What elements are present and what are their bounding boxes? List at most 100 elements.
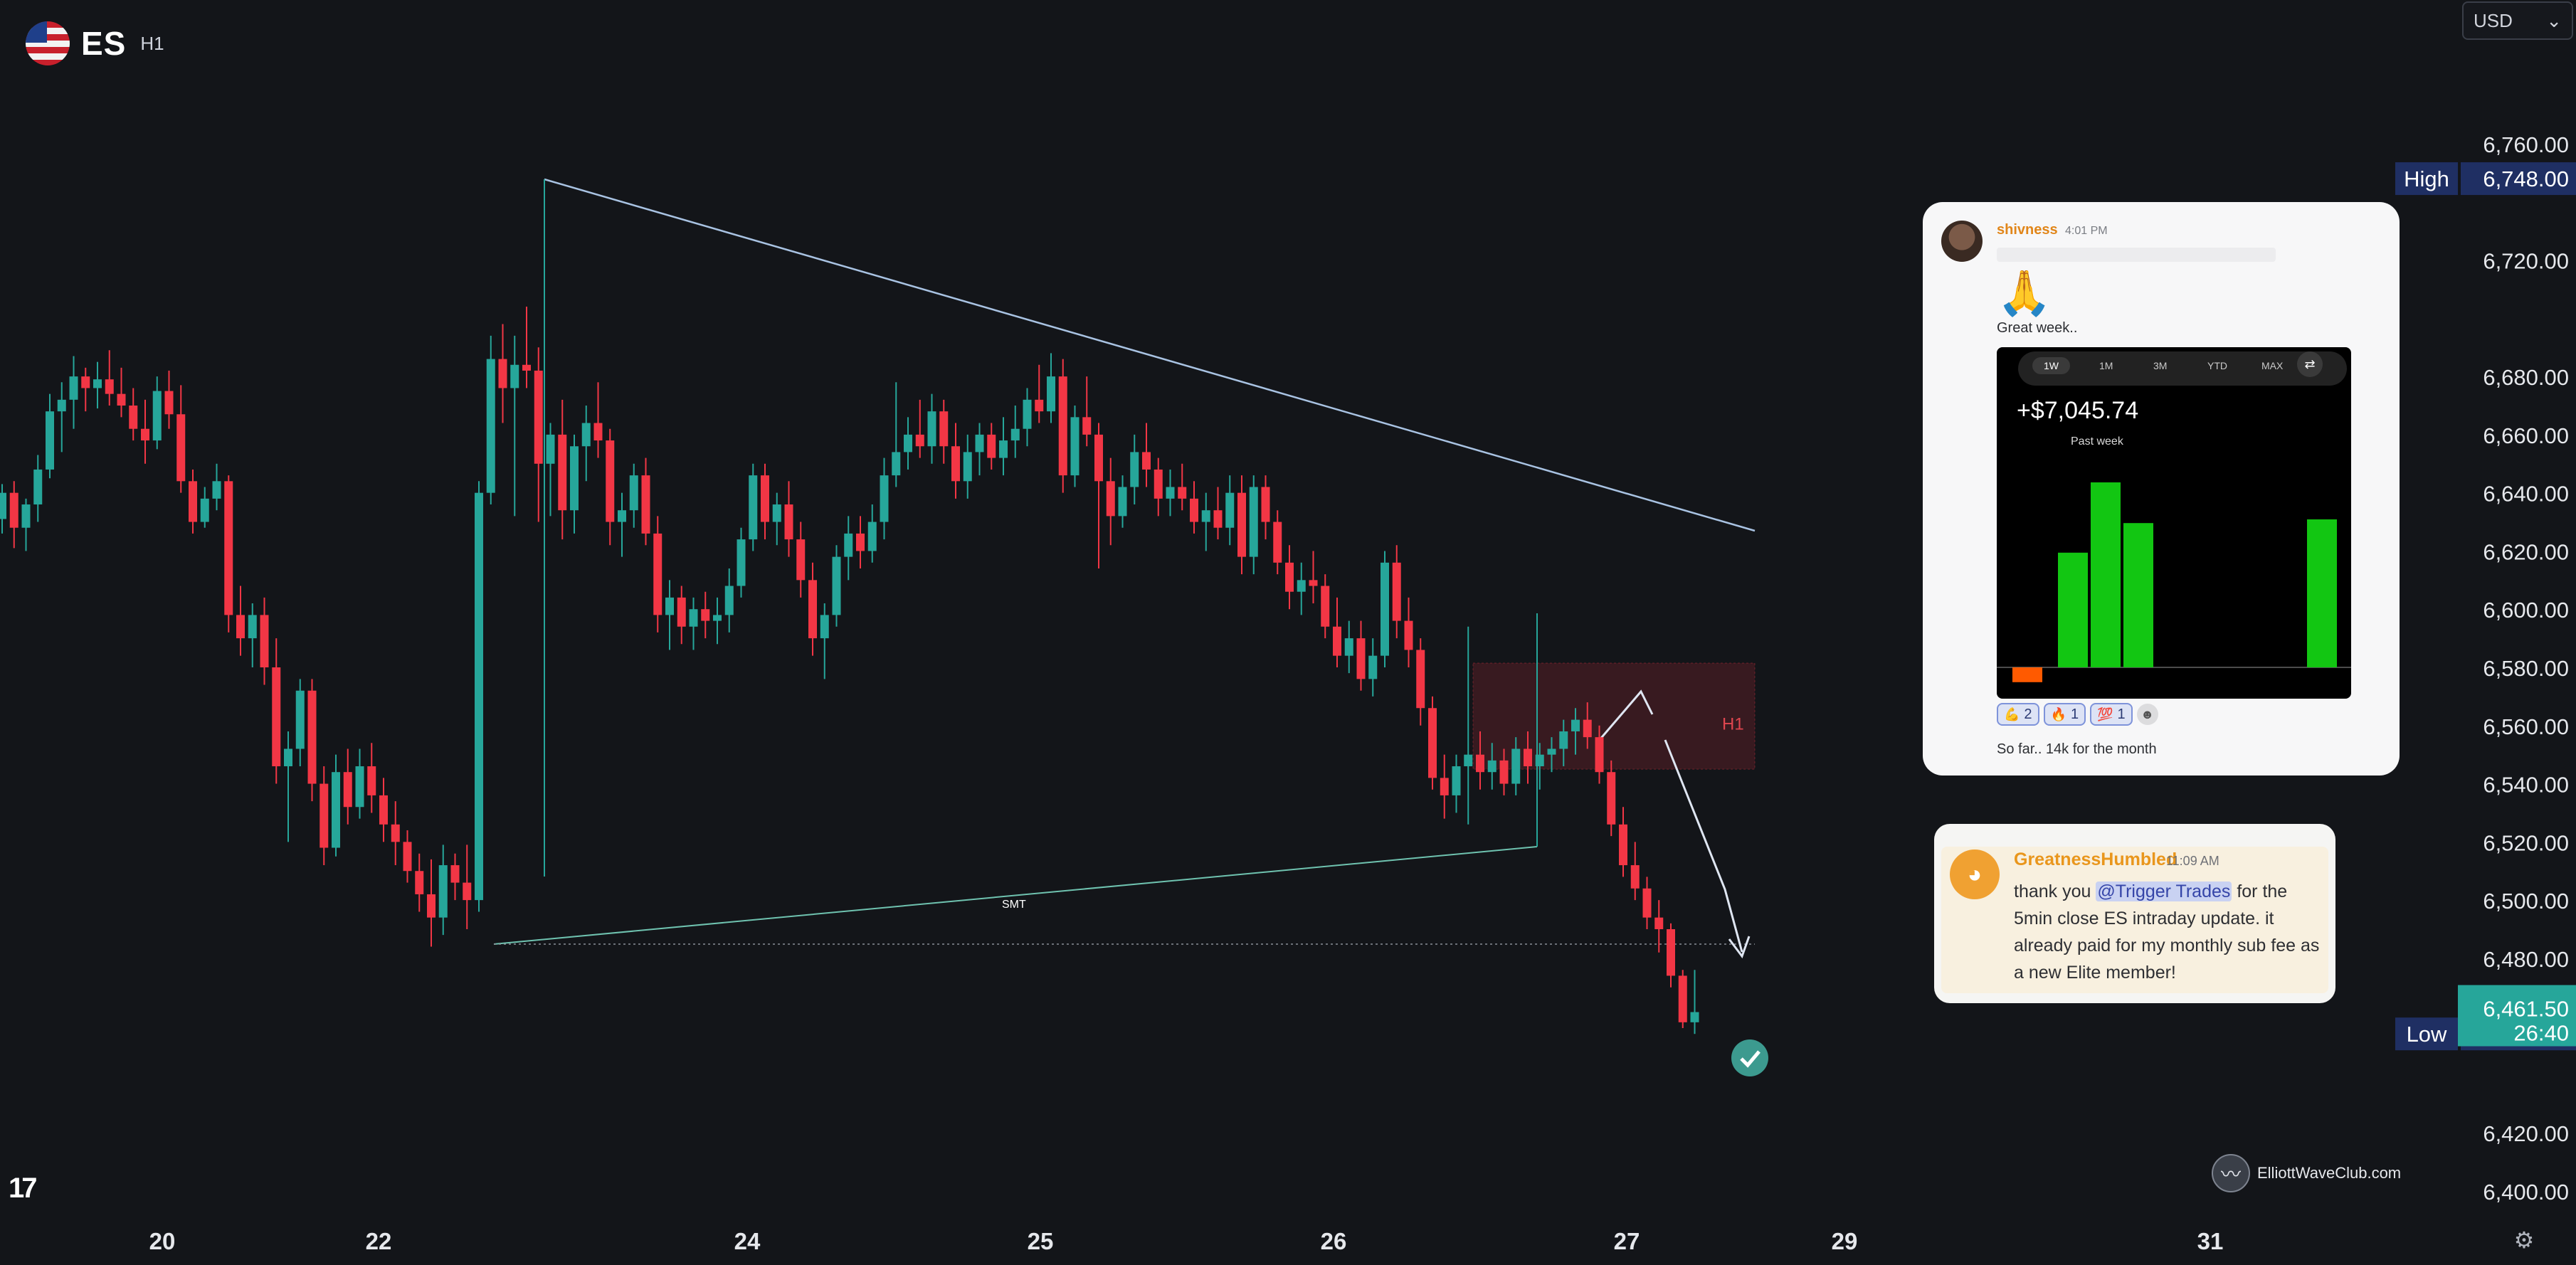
- candle[interactable]: [415, 853, 424, 912]
- reaction-muscle[interactable]: 💪 2: [1997, 703, 2039, 726]
- currency-selector[interactable]: USD ⌄: [2462, 1, 2573, 40]
- reaction-fire[interactable]: 🔥 1: [2043, 703, 2086, 726]
- candle[interactable]: [772, 492, 781, 546]
- candle[interactable]: [427, 859, 436, 947]
- candle[interactable]: [272, 638, 281, 784]
- candle[interactable]: [558, 399, 567, 540]
- candle[interactable]: [1082, 376, 1092, 447]
- candle[interactable]: [1035, 364, 1044, 423]
- candle[interactable]: [1476, 731, 1484, 790]
- candle[interactable]: [677, 586, 686, 645]
- candle[interactable]: [1642, 877, 1652, 929]
- candle[interactable]: [784, 481, 793, 557]
- candle[interactable]: [1201, 492, 1210, 551]
- candle[interactable]: [486, 335, 495, 505]
- candle[interactable]: [844, 516, 853, 581]
- candle[interactable]: [999, 417, 1008, 476]
- candle[interactable]: [1142, 423, 1151, 487]
- candle[interactable]: [367, 743, 376, 813]
- projection-path[interactable]: [1597, 689, 1654, 742]
- candle[interactable]: [593, 382, 603, 458]
- candle[interactable]: [69, 356, 78, 429]
- candle[interactable]: [236, 586, 245, 656]
- candle[interactable]: [307, 679, 317, 802]
- candle[interactable]: [951, 423, 960, 499]
- candle[interactable]: [641, 457, 650, 546]
- tradingview-logo-icon[interactable]: 17: [9, 1173, 37, 1204]
- candle[interactable]: [1058, 359, 1067, 493]
- candle[interactable]: [796, 522, 806, 598]
- candle[interactable]: [963, 434, 972, 499]
- candle[interactable]: [200, 487, 209, 528]
- candle[interactable]: [1285, 545, 1294, 610]
- candle[interactable]: [1321, 574, 1330, 639]
- candle[interactable]: [1487, 743, 1496, 790]
- candle[interactable]: [1690, 970, 1699, 1034]
- candle[interactable]: [915, 399, 924, 458]
- candle[interactable]: [1356, 620, 1366, 691]
- candle[interactable]: [332, 754, 340, 857]
- candle[interactable]: [1416, 638, 1425, 726]
- candle[interactable]: [141, 399, 149, 464]
- candle[interactable]: [1571, 708, 1580, 755]
- candle[interactable]: [534, 347, 543, 522]
- checkmark-icon[interactable]: [1731, 1039, 1768, 1076]
- candle[interactable]: [0, 484, 6, 534]
- candle[interactable]: [1094, 423, 1103, 568]
- candle[interactable]: [570, 434, 579, 534]
- projection-arrow[interactable]: [1664, 739, 1743, 953]
- candle[interactable]: [1154, 457, 1163, 517]
- candle[interactable]: [522, 306, 531, 388]
- candle[interactable]: [1595, 725, 1604, 784]
- symbol-header[interactable]: ES H1: [26, 21, 164, 65]
- candle[interactable]: [450, 853, 460, 901]
- candle[interactable]: [1344, 620, 1353, 674]
- candle[interactable]: [295, 679, 305, 767]
- candle[interactable]: [93, 361, 102, 409]
- candle[interactable]: [880, 457, 889, 540]
- candle[interactable]: [1130, 434, 1139, 505]
- candle[interactable]: [9, 481, 19, 549]
- candle[interactable]: [904, 417, 912, 470]
- candle[interactable]: [701, 591, 710, 639]
- candle[interactable]: [653, 516, 663, 632]
- candle[interactable]: [1249, 475, 1258, 575]
- triangle-upper-line[interactable]: [544, 178, 1756, 532]
- candle[interactable]: [1333, 597, 1341, 667]
- timeframe-label[interactable]: H1: [140, 32, 164, 54]
- candle[interactable]: [618, 492, 626, 557]
- triangle-lower-line[interactable]: [493, 846, 1538, 945]
- candle[interactable]: [832, 545, 841, 627]
- candle[interactable]: [260, 597, 269, 685]
- candle[interactable]: [1499, 748, 1509, 795]
- candle[interactable]: [343, 748, 352, 825]
- candle[interactable]: [546, 423, 555, 517]
- candle[interactable]: [939, 399, 949, 464]
- candle[interactable]: [1404, 597, 1413, 667]
- candle[interactable]: [1273, 510, 1282, 575]
- candle[interactable]: [724, 568, 734, 632]
- candle[interactable]: [1607, 760, 1616, 837]
- candle[interactable]: [57, 382, 66, 452]
- candle[interactable]: [403, 830, 412, 883]
- candle[interactable]: [224, 475, 233, 632]
- candle[interactable]: [379, 778, 388, 842]
- candle[interactable]: [129, 388, 138, 441]
- candle[interactable]: [1166, 469, 1175, 517]
- candle[interactable]: [1178, 463, 1187, 511]
- candle[interactable]: [927, 393, 936, 464]
- candle[interactable]: [498, 324, 507, 423]
- candle[interactable]: [606, 428, 615, 546]
- candle[interactable]: [463, 845, 472, 929]
- candle[interactable]: [1023, 388, 1032, 447]
- candle[interactable]: [1511, 737, 1521, 795]
- candle[interactable]: [1452, 754, 1461, 813]
- candle[interactable]: [975, 423, 984, 476]
- candle[interactable]: [1440, 754, 1449, 819]
- candle[interactable]: [1678, 970, 1687, 1029]
- candle[interactable]: [1547, 737, 1556, 773]
- candle[interactable]: [1010, 406, 1020, 458]
- candle[interactable]: [867, 504, 877, 563]
- add-reaction-icon[interactable]: ☻: [2136, 704, 2158, 725]
